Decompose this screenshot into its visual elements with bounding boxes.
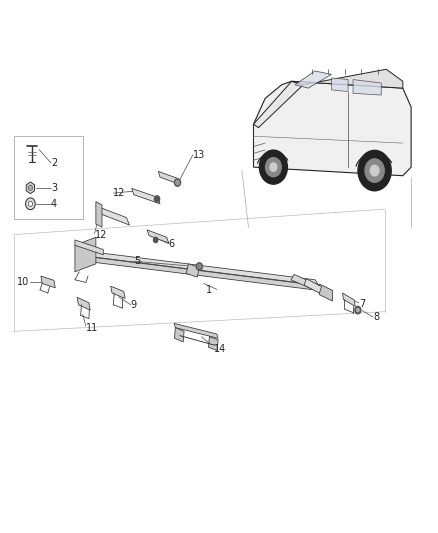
Polygon shape bbox=[208, 337, 218, 351]
Circle shape bbox=[357, 309, 359, 312]
Text: 6: 6 bbox=[169, 239, 175, 248]
Polygon shape bbox=[96, 201, 102, 227]
Polygon shape bbox=[174, 328, 184, 342]
Polygon shape bbox=[111, 286, 125, 298]
Polygon shape bbox=[304, 279, 321, 293]
Text: 10: 10 bbox=[17, 278, 29, 287]
Text: 3: 3 bbox=[51, 183, 57, 193]
Text: 12: 12 bbox=[113, 188, 126, 198]
Text: 4: 4 bbox=[51, 199, 57, 209]
Polygon shape bbox=[77, 297, 90, 310]
Polygon shape bbox=[81, 251, 318, 285]
Circle shape bbox=[370, 165, 379, 176]
Circle shape bbox=[28, 201, 32, 206]
Polygon shape bbox=[96, 206, 130, 225]
Polygon shape bbox=[81, 256, 318, 290]
Polygon shape bbox=[26, 182, 35, 193]
Polygon shape bbox=[186, 264, 199, 277]
Circle shape bbox=[176, 180, 179, 184]
Polygon shape bbox=[158, 171, 179, 184]
Polygon shape bbox=[147, 230, 169, 243]
Circle shape bbox=[358, 150, 391, 191]
Circle shape bbox=[25, 198, 35, 209]
Polygon shape bbox=[132, 188, 160, 204]
Polygon shape bbox=[174, 324, 218, 338]
Polygon shape bbox=[75, 237, 96, 272]
Bar bbox=[14, 136, 83, 219]
Circle shape bbox=[355, 306, 361, 314]
Circle shape bbox=[28, 185, 32, 190]
Text: 9: 9 bbox=[131, 300, 137, 310]
Text: 5: 5 bbox=[134, 256, 140, 266]
Polygon shape bbox=[332, 78, 348, 92]
Polygon shape bbox=[291, 274, 325, 293]
Text: 11: 11 bbox=[86, 322, 98, 333]
Text: 13: 13 bbox=[193, 150, 205, 160]
Polygon shape bbox=[292, 69, 403, 88]
Polygon shape bbox=[295, 71, 332, 88]
Text: 12: 12 bbox=[95, 230, 107, 240]
Circle shape bbox=[174, 179, 180, 186]
Text: 8: 8 bbox=[373, 312, 379, 322]
Polygon shape bbox=[343, 293, 355, 306]
Text: 7: 7 bbox=[359, 298, 365, 309]
Text: 14: 14 bbox=[214, 344, 226, 354]
Circle shape bbox=[265, 158, 281, 177]
Polygon shape bbox=[254, 82, 411, 176]
Circle shape bbox=[153, 237, 158, 243]
Polygon shape bbox=[319, 284, 332, 301]
Circle shape bbox=[154, 196, 159, 202]
Polygon shape bbox=[41, 276, 55, 288]
Circle shape bbox=[198, 264, 201, 269]
Polygon shape bbox=[353, 79, 381, 95]
Polygon shape bbox=[75, 240, 103, 255]
Circle shape bbox=[259, 150, 287, 184]
Circle shape bbox=[365, 159, 384, 182]
Circle shape bbox=[196, 263, 202, 270]
Polygon shape bbox=[254, 82, 303, 127]
Text: 2: 2 bbox=[51, 158, 57, 168]
Text: 1: 1 bbox=[206, 286, 212, 295]
Circle shape bbox=[270, 163, 277, 172]
